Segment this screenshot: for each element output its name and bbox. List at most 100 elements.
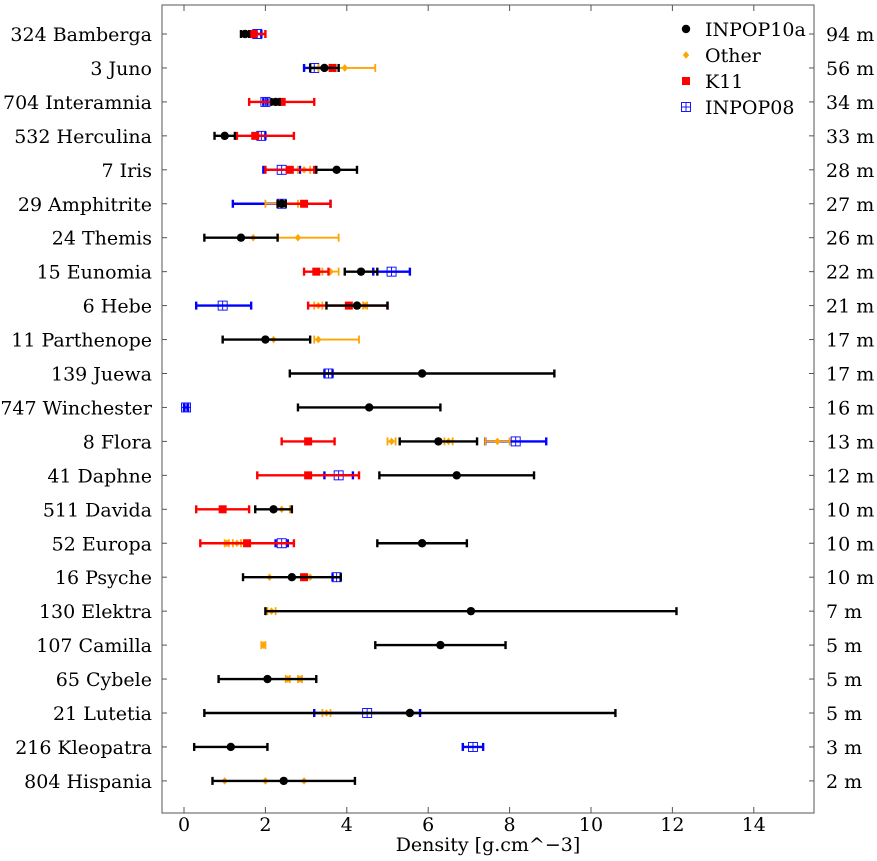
legend-marker — [681, 102, 691, 112]
data-point — [352, 301, 362, 310]
x-tick-label: 0 — [178, 814, 190, 836]
asteroid-label: 511 Davida — [43, 499, 152, 521]
size-label: 5 m — [826, 669, 862, 691]
data-point — [466, 606, 476, 616]
size-label: 17 m — [826, 364, 874, 386]
series-inpop10a — [192, 29, 678, 786]
asteroid-label: 747 Winchester — [0, 397, 153, 419]
legend-marker — [682, 51, 690, 59]
x-tick-label: 10 — [579, 814, 603, 836]
data-point — [249, 30, 258, 38]
data-point — [452, 471, 461, 480]
data-point — [269, 505, 278, 514]
data-point — [417, 539, 427, 548]
size-label: 33 m — [826, 126, 874, 148]
size-label: 28 m — [826, 160, 874, 182]
asteroid-label: 139 Juewa — [51, 364, 152, 386]
size-label: 7 m — [826, 601, 862, 623]
data-point — [320, 63, 329, 73]
x-axis-title: Density [g.cm^−3] — [396, 834, 581, 856]
asteroid-label: 7 Iris — [101, 160, 152, 182]
asteroid-label: 65 Cybele — [56, 669, 152, 691]
data-point — [294, 233, 302, 242]
size-label: 27 m — [826, 194, 874, 216]
legend-label: Other — [705, 45, 762, 67]
asteroid-label: 29 Amphitrite — [18, 194, 152, 216]
x-tick-label: 14 — [742, 814, 766, 836]
data-point — [285, 165, 294, 174]
size-label: 10 m — [826, 533, 874, 555]
size-label: 3 m — [826, 737, 862, 759]
data-point — [436, 640, 445, 650]
x-tick-label: 2 — [259, 814, 271, 836]
data-point — [218, 505, 227, 514]
size-label: 13 m — [826, 431, 874, 453]
x-tick-label: 4 — [341, 814, 353, 836]
data-point — [279, 776, 288, 786]
data-point — [226, 742, 236, 752]
size-label: 16 m — [826, 397, 874, 419]
size-label: 56 m — [826, 58, 874, 80]
asteroid-label: 15 Eunomia — [37, 262, 152, 284]
data-point — [332, 165, 341, 174]
data-point — [304, 471, 313, 480]
legend-label: K11 — [705, 71, 743, 93]
asteroid-label: 532 Herculina — [14, 126, 152, 148]
plot-frame — [161, 4, 815, 814]
data-point — [364, 403, 374, 412]
size-label: 17 m — [826, 330, 874, 352]
data-point — [261, 335, 270, 344]
asteroid-label: 24 Themis — [52, 228, 152, 250]
data-point — [251, 131, 260, 140]
size-label: 2 m — [826, 771, 862, 793]
size-label: 10 m — [826, 567, 874, 589]
size-label: 5 m — [826, 703, 862, 725]
size-label: 94 m — [826, 24, 874, 46]
data-point — [263, 674, 272, 684]
size-label: 34 m — [826, 92, 874, 114]
data-point — [236, 233, 246, 242]
data-point — [277, 199, 286, 208]
asteroid-label: 41 Daphne — [47, 465, 152, 487]
asteroid-label: 216 Kleopatra — [15, 737, 152, 759]
size-label: 12 m — [826, 465, 874, 487]
asteroid-label: 804 Hispania — [24, 771, 152, 793]
asteroid-label: 130 Elektra — [39, 601, 152, 623]
data-point — [277, 97, 286, 106]
chart-marks — [181, 29, 678, 786]
data-point — [271, 97, 280, 107]
data-point — [300, 199, 309, 208]
x-axis-ticks: 0 2 4 6 8 10 12 14 — [178, 5, 766, 836]
size-label: 26 m — [826, 228, 874, 250]
legend-marker — [682, 77, 690, 85]
data-point — [220, 131, 229, 141]
data-point — [494, 437, 501, 446]
data-point — [287, 573, 297, 582]
x-tick-label: 8 — [504, 814, 516, 836]
size-label: 21 m — [826, 296, 874, 318]
legend-label: INPOP10a — [705, 19, 806, 41]
x-tick-label: 6 — [422, 814, 434, 836]
asteroid-label: 16 Psyche — [55, 567, 152, 589]
size-label: 22 m — [826, 262, 874, 284]
asteroid-label: 324 Bamberga — [10, 24, 152, 46]
asteroid-label: 8 Flora — [83, 431, 152, 453]
data-point — [312, 267, 321, 276]
data-point — [217, 300, 228, 311]
asteroid-label: 21 Lutetia — [53, 703, 152, 725]
data-point — [388, 437, 395, 446]
data-point — [417, 369, 427, 378]
legend-marker — [681, 24, 691, 34]
asteroid-label: 704 Interamnia — [3, 92, 152, 114]
data-point — [315, 335, 322, 344]
asteroid-label: 11 Parthenope — [11, 330, 152, 352]
asteroid-label: 52 Europa — [52, 533, 152, 555]
data-point — [434, 437, 443, 446]
data-point — [468, 742, 478, 752]
asteroid-label: 6 Hebe — [83, 296, 152, 318]
data-point — [181, 402, 191, 413]
size-label: 10 m — [826, 499, 874, 521]
data-point — [260, 641, 267, 649]
data-point — [386, 266, 397, 277]
